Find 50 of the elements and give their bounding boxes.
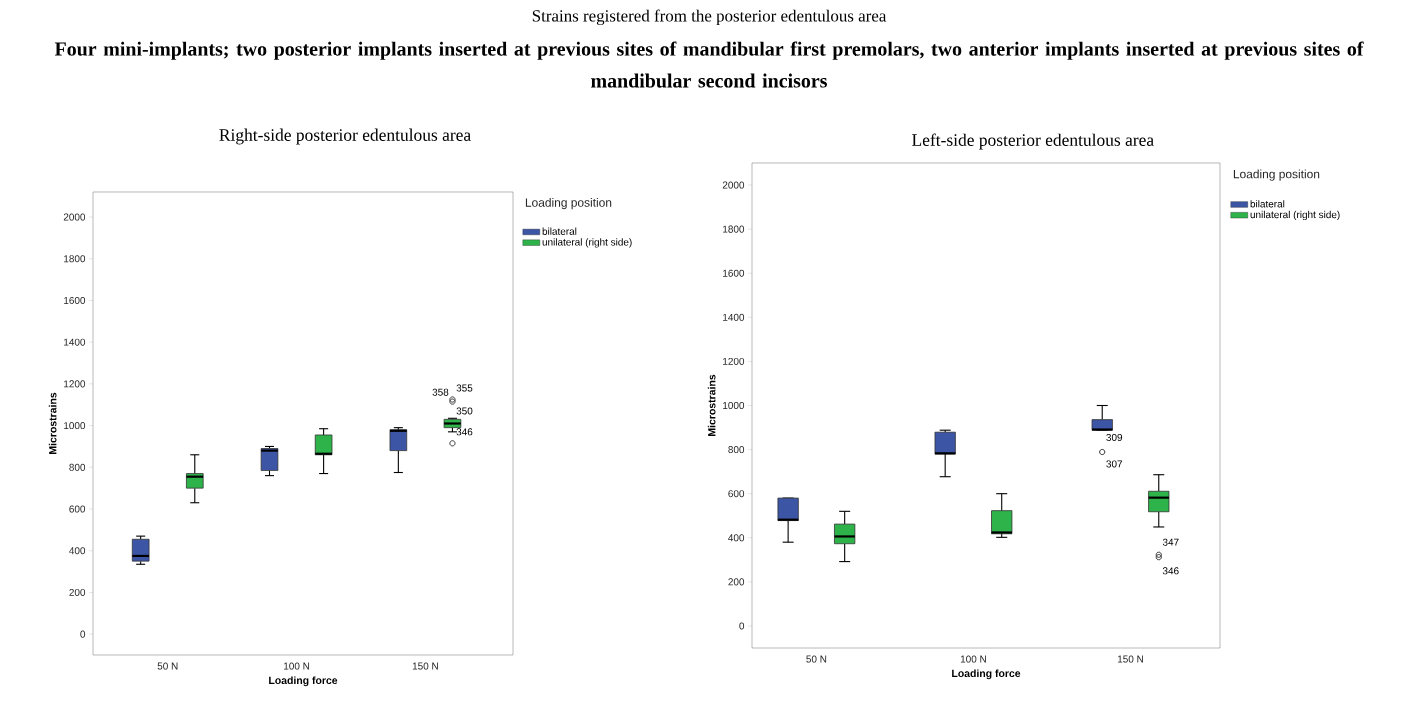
x-tick-label: 100 N (960, 655, 986, 663)
y-tick-label: 1200 (723, 357, 745, 365)
legend-label: unilateral (right side) (542, 238, 632, 248)
annotation: 309 (1106, 433, 1123, 441)
legend-title: Loading position (1233, 169, 1320, 181)
annotation: 358 (432, 388, 449, 396)
legend-label: bilateral (1250, 200, 1285, 208)
legend-label: bilateral (542, 227, 577, 235)
chart-title: Right-side posterior edentulous area (219, 128, 471, 145)
x-tick-label: 50 N (157, 662, 178, 670)
annotation: 307 (1106, 460, 1123, 468)
y-tick-label: 800 (69, 463, 86, 471)
x-tick-label: 150 N (1117, 655, 1143, 663)
y-tick-label: 1000 (723, 401, 745, 410)
y-tick-label: 0 (80, 630, 86, 638)
y-tick-label: 1600 (723, 269, 745, 277)
text: Four mini-implants; two posterior implants inserted at previous sites of mandibular first premolars, two anterior implants inserted at previous sites of mandibular second incisors (54, 41, 1364, 88)
annotation: 355 (456, 384, 473, 392)
y-tick-label: 0 (739, 622, 745, 630)
y-tick-label: 400 (69, 547, 86, 555)
y-tick-label: 1400 (64, 338, 86, 346)
legend-title: Loading position (525, 198, 612, 210)
y-tick-label: 1400 (723, 313, 745, 321)
y-tick-label: 400 (728, 534, 745, 542)
x-tick-label: 100 N (284, 662, 310, 670)
chart-title: Left-side posterior edentulous area (912, 133, 1154, 150)
y-tick-label: 2000 (63, 213, 86, 221)
text: Strains registered from the posterior edentulous area (532, 9, 887, 26)
y-tick-label: 2000 (722, 181, 745, 189)
x-axis-title: Loading force (269, 676, 338, 687)
x-tick-label: 50 N (806, 655, 827, 663)
y-tick-label: 1800 (64, 255, 86, 263)
annotation: 347 (1162, 538, 1179, 546)
annotation: 350 (456, 407, 473, 415)
y-tick-label: 1000 (64, 422, 86, 430)
y-tick-label: 1800 (723, 225, 745, 233)
y-axis-title: Microstrains (707, 374, 716, 436)
legend-label: unilateral (right side) (1250, 210, 1340, 221)
annotation: 346 (456, 428, 473, 436)
x-tick-label: 150 N (412, 662, 438, 670)
y-tick-label: 600 (69, 505, 86, 513)
y-tick-label: 200 (69, 588, 86, 596)
y-tick-label: 200 (728, 578, 745, 586)
x-axis-title: Loading force (952, 669, 1021, 680)
y-tick-label: 600 (728, 490, 745, 498)
y-tick-label: 800 (728, 446, 745, 454)
y-tick-label: 1600 (64, 296, 86, 304)
y-tick-label: 1200 (64, 380, 86, 388)
y-axis-title: Microstrains (48, 392, 57, 454)
annotation: 346 (1162, 567, 1179, 575)
